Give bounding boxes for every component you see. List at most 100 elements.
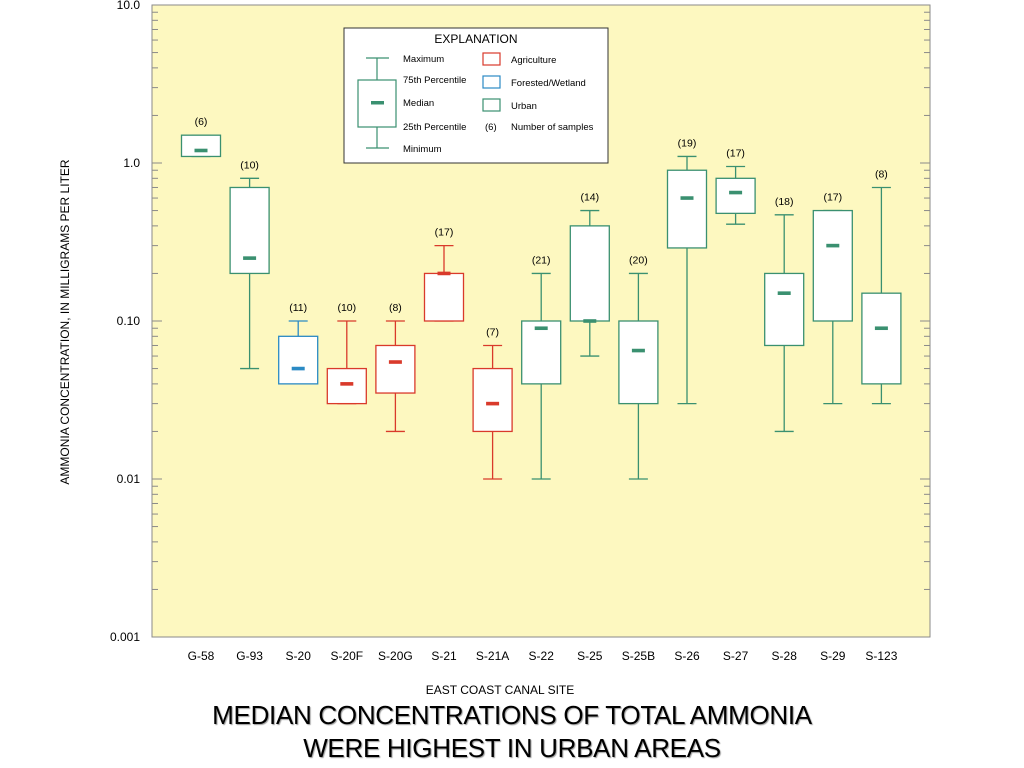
median-marker — [826, 243, 840, 248]
x-tick-label: S-21A — [476, 649, 509, 663]
box-iqr — [812, 209, 853, 322]
sample-count-label: (17) — [726, 148, 745, 160]
caption-line-1: MEDIAN CONCENTRATIONS OF TOTAL AMMONIA — [212, 700, 812, 730]
box-iqr — [618, 320, 659, 405]
box-iqr — [666, 169, 708, 249]
box-series — [180, 134, 902, 480]
x-axis-label: EAST COAST CANAL SITE — [426, 683, 575, 697]
sample-count-label: (21) — [532, 254, 551, 266]
y-axis-label: AMMONIA CONCENTRATION, IN MILLIGRAMS PER… — [58, 159, 72, 484]
box-s-28 — [764, 214, 805, 433]
median-marker — [243, 256, 257, 260]
legend-label-75th: 75th Percentile — [403, 75, 466, 86]
sample-count-label: (7) — [486, 326, 499, 338]
legend-label-urban: Urban — [511, 101, 537, 112]
y-axis-tick-labels: 10.0 1.0 0.10 0.01 0.001 — [110, 0, 140, 644]
box-s-22 — [521, 272, 562, 480]
box-iqr — [861, 292, 902, 385]
x-tick-label: G-93 — [236, 649, 263, 663]
median-marker — [583, 319, 597, 323]
x-tick-label: S-25B — [622, 649, 655, 663]
box-g-58 — [180, 134, 222, 158]
x-tick-label: S-20 — [286, 649, 312, 663]
sample-count-labels: (6) (10) (11) (10) (8) (17) (7) (21) (14) (20) (19… — [195, 116, 888, 338]
x-tick-label: S-28 — [772, 649, 798, 663]
median-marker — [680, 196, 694, 200]
median-marker — [291, 366, 305, 371]
median-marker — [388, 360, 402, 364]
y-tick-label: 10.0 — [117, 0, 141, 12]
legend-label-forested: Forested/Wetland — [511, 78, 586, 89]
legend-label-median: Median — [403, 98, 434, 109]
box-iqr — [715, 177, 756, 215]
sample-count-label: (20) — [629, 254, 648, 266]
legend-count-label: Number of samples — [511, 122, 594, 133]
box-iqr — [521, 320, 562, 385]
x-tick-label: S-20G — [378, 649, 413, 663]
y-tick-label: 0.10 — [117, 314, 141, 328]
sample-count-label: (17) — [823, 192, 842, 204]
y-tick-label: 1.0 — [123, 156, 140, 170]
median-marker — [486, 401, 500, 406]
median-marker — [437, 271, 451, 276]
sample-count-label: (10) — [240, 159, 259, 171]
sample-count-label: (11) — [289, 302, 307, 314]
box-s-25 — [569, 209, 610, 357]
sample-count-label: (10) — [337, 302, 356, 314]
median-marker — [874, 326, 888, 331]
x-tick-label: S-27 — [723, 649, 749, 663]
sample-count-label: (19) — [678, 137, 697, 149]
legend-label-maximum: Maximum — [403, 54, 444, 65]
x-tick-label: S-25 — [577, 649, 603, 663]
median-marker — [340, 382, 354, 386]
median-marker — [777, 291, 791, 295]
box-s-20f — [326, 320, 367, 405]
legend-count-symbol: (6) — [485, 122, 497, 133]
caption-line-2: WERE HIGHEST IN URBAN AREAS — [303, 733, 721, 763]
legend-title: EXPLANATION — [434, 32, 517, 46]
median-marker — [729, 190, 743, 195]
box-s-26 — [666, 155, 708, 405]
box-iqr — [423, 272, 465, 322]
y-tick-label: 0.001 — [110, 630, 140, 644]
x-tick-label: S-21 — [431, 649, 457, 663]
x-tick-label: S-26 — [674, 649, 700, 663]
boxplot-chart: 10.0 1.0 0.10 0.01 0.001 G-58 G-93 S-20 S-20F S-… — [58, 0, 931, 697]
legend-label-agriculture: Agriculture — [511, 55, 556, 66]
legend: EXPLANATION Maximum 75th Percentile Medi… — [343, 27, 609, 164]
sample-count-label: (6) — [195, 116, 208, 128]
legend-label-25th: 25th Percentile — [403, 122, 466, 133]
x-tick-label: G-58 — [188, 649, 215, 663]
box-iqr — [278, 335, 319, 385]
sample-count-label: (14) — [580, 192, 599, 204]
x-tick-label: S-123 — [865, 649, 897, 663]
sample-count-label: (18) — [775, 196, 794, 208]
legend-swatch-urban — [482, 98, 501, 112]
box-s-29 — [812, 209, 853, 405]
box-iqr — [472, 367, 513, 433]
box-s-123 — [861, 186, 902, 405]
box-s-25b — [618, 272, 659, 480]
sample-count-label: (8) — [389, 302, 402, 314]
box-iqr — [180, 134, 222, 158]
legend-swatch-agriculture — [482, 52, 501, 66]
x-tick-label: S-29 — [820, 649, 846, 663]
box-iqr — [569, 225, 610, 322]
sample-count-label: (8) — [875, 168, 888, 180]
legend-label-minimum: Minimum — [403, 144, 442, 155]
box-s-21a — [472, 344, 513, 480]
median-marker — [631, 348, 645, 353]
box-iqr — [229, 186, 270, 275]
x-tick-label: S-20F — [330, 649, 363, 663]
box-s-21 — [423, 244, 465, 322]
median-marker — [194, 148, 208, 153]
box-iqr — [326, 367, 367, 405]
sample-count-label: (17) — [435, 227, 454, 239]
x-tick-label: S-22 — [529, 649, 555, 663]
box-iqr — [375, 344, 416, 394]
box-g-93 — [229, 177, 270, 370]
legend-swatch-forested — [482, 75, 501, 89]
box-s-27 — [715, 165, 756, 225]
legend-median-marker — [371, 101, 384, 105]
box-iqr — [764, 272, 805, 347]
